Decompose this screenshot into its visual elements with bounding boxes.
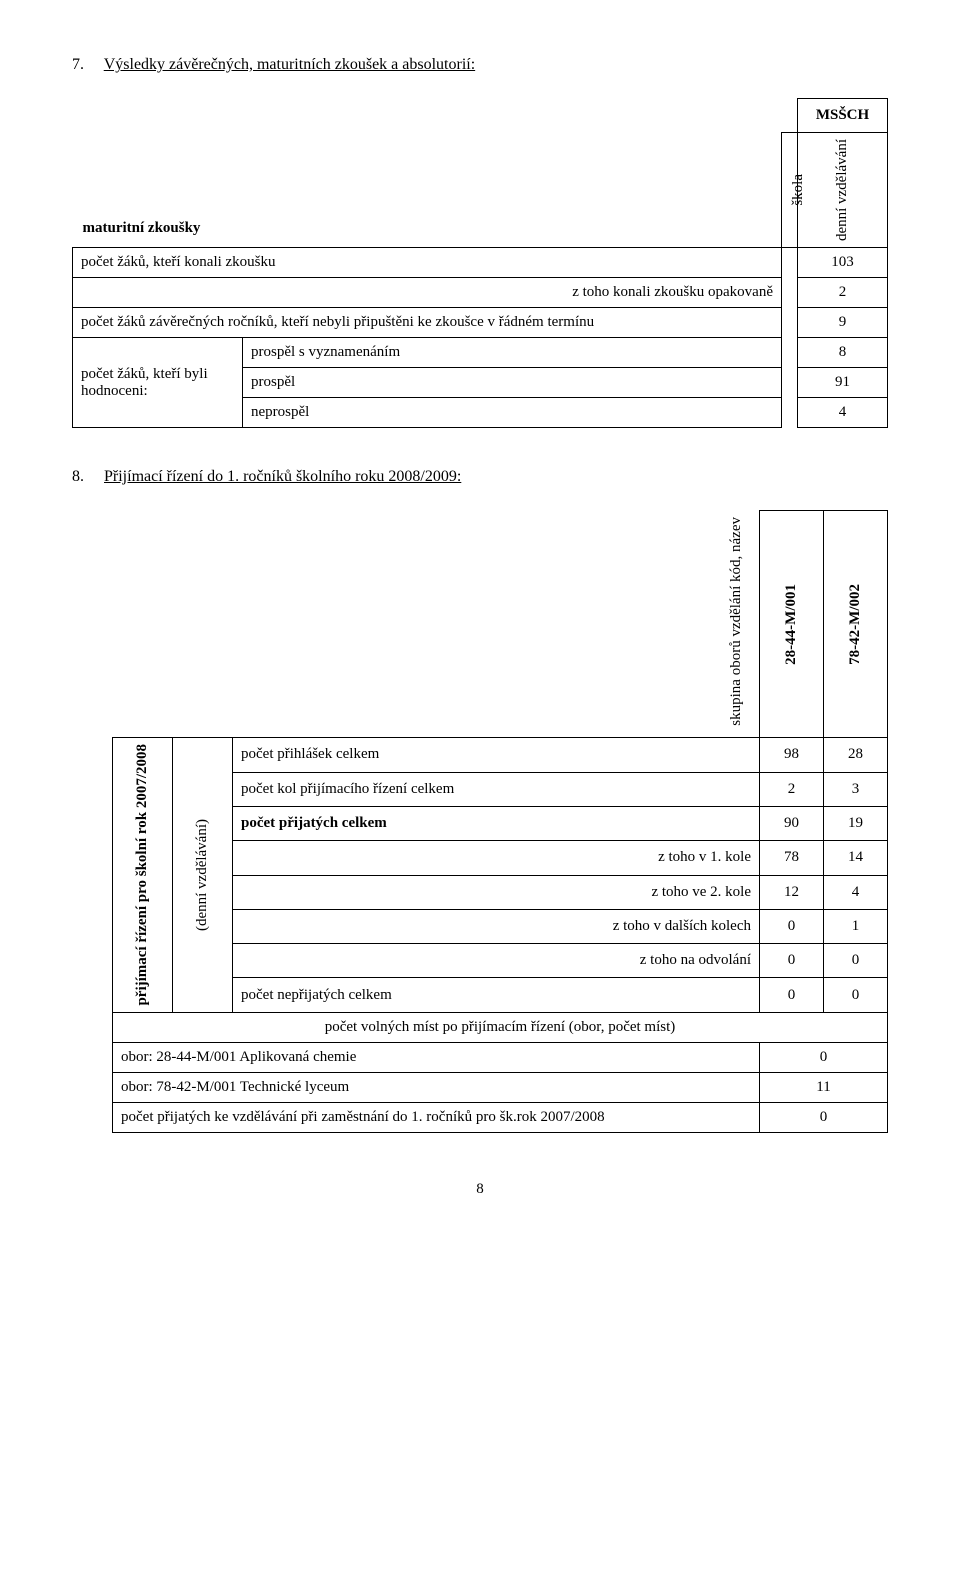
col-header-msch: MSŠCH [798, 99, 888, 133]
row-prihl-2: 28 [824, 738, 888, 772]
col-header-7842: 78-42-M/002 [847, 584, 864, 665]
row-vyzn-label: prospěl s vyznamenáním [243, 338, 782, 368]
row-konali-label: počet žáků, kteří konali zkoušku [73, 248, 782, 278]
row-volna-label: počet volných míst po přijímacím řízení … [113, 1012, 888, 1042]
col-header-denni: denní vzdělávání [834, 139, 851, 241]
row-prihl-label: počet přihlášek celkem [233, 738, 760, 772]
row-kole1-2: 14 [824, 841, 888, 875]
row-obor2-val: 11 [760, 1072, 888, 1102]
row-nebyli-val: 9 [798, 308, 888, 338]
row-kol-1: 2 [760, 772, 824, 806]
row-kole3-1: 0 [760, 909, 824, 943]
row-header-maturitni: maturitní zkoušky [83, 220, 201, 237]
col-header-skola: škola [790, 174, 807, 206]
row-prospel-val: 91 [798, 368, 888, 398]
row-prij-2: 19 [824, 806, 888, 840]
row-kol-2: 3 [824, 772, 888, 806]
row-odv-1: 0 [760, 944, 824, 978]
row-neprij-2: 0 [824, 978, 888, 1012]
row-hodnoceni-label: počet žáků, kteří byli hodnoceni: [73, 338, 243, 428]
row-obor2-label: obor: 78-42-M/001 Technické lyceum [113, 1072, 760, 1102]
row-neprospel-val: 4 [798, 398, 888, 428]
row-nebyli-label: počet žáků závěrečných ročníků, kteří ne… [73, 308, 782, 338]
section8-number: 8. [72, 468, 100, 486]
side-label-main: přijímací řízení pro školní rok 2007/200… [134, 744, 151, 1006]
row-zam-val: 0 [760, 1102, 888, 1132]
row-obor1-label: obor: 28-44-M/001 Aplikovaná chemie [113, 1042, 760, 1072]
row-neprij-label: počet nepřijatých celkem [233, 978, 760, 1012]
row-zam-label: počet přijatých ke vzdělávání při zaměst… [113, 1102, 760, 1132]
row-kole1-label: z toho v 1. kole [233, 841, 760, 875]
row-vyzn-val: 8 [798, 338, 888, 368]
row-prihl-1: 98 [760, 738, 824, 772]
row-odv-label: z toho na odvolání [233, 944, 760, 978]
row-neprij-1: 0 [760, 978, 824, 1012]
row-kole1-1: 78 [760, 841, 824, 875]
row-kol-label: počet kol přijímacího řízení celkem [233, 772, 760, 806]
side-label-sub: (denní vzdělávání) [194, 819, 211, 931]
row-prospel-label: prospěl [243, 368, 782, 398]
section8-heading: 8. Přijímací řízení do 1. ročníků školní… [72, 468, 888, 486]
row-kole3-2: 1 [824, 909, 888, 943]
row-odv-2: 0 [824, 944, 888, 978]
section7-number: 7. [72, 56, 100, 74]
table-maturitni: maturitní zkoušky MSŠCH škola denní vzdě… [72, 98, 888, 428]
row-kole2-label: z toho ve 2. kole [233, 875, 760, 909]
row-kole2-1: 12 [760, 875, 824, 909]
table-prijimaci: skupina oborů vzdělání kód, název 28-44-… [112, 510, 888, 1133]
row-kole2-2: 4 [824, 875, 888, 909]
col-header-skupina: skupina oborů vzdělání kód, název [728, 517, 745, 726]
section8-title: Přijímací řízení do 1. ročníků školního … [104, 468, 461, 485]
section7-heading: 7. Výsledky závěrečných, maturitních zko… [72, 56, 888, 74]
section7-title: Výsledky závěrečných, maturitních zkouše… [104, 56, 475, 73]
row-prij-1: 90 [760, 806, 824, 840]
row-opak-label: z toho konali zkoušku opakovaně [73, 278, 782, 308]
row-prij-label: počet přijatých celkem [233, 806, 760, 840]
page-number: 8 [72, 1181, 888, 1198]
row-neprospel-label: neprospěl [243, 398, 782, 428]
row-konali-val: 103 [798, 248, 888, 278]
row-opak-val: 2 [798, 278, 888, 308]
row-obor1-val: 0 [760, 1042, 888, 1072]
col-header-2844: 28-44-M/001 [783, 584, 800, 665]
row-kole3-label: z toho v dalších kolech [233, 909, 760, 943]
